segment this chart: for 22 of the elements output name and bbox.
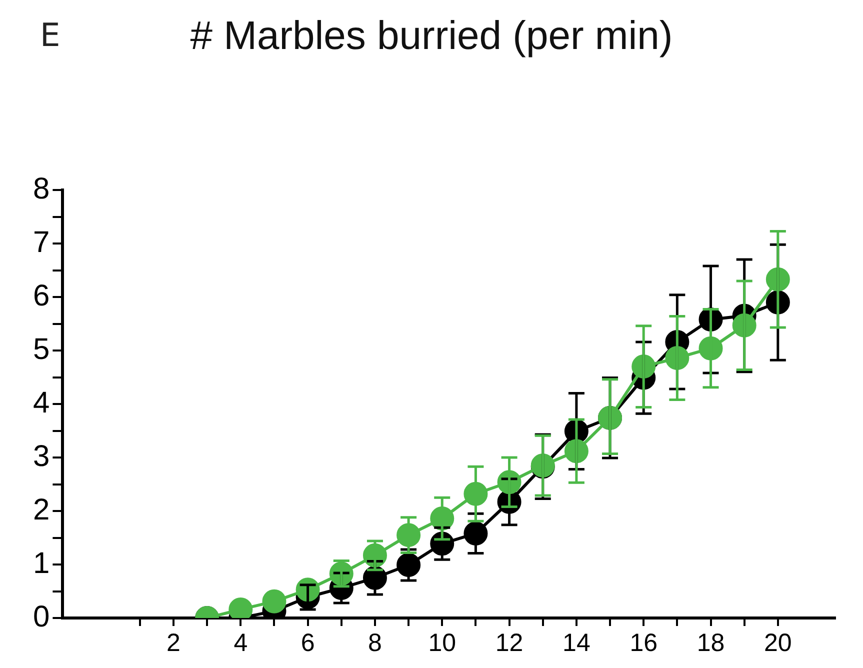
x-tick-label: 18 (696, 628, 725, 657)
x-tick-label: 14 (562, 628, 590, 657)
x-tick-label: 12 (495, 628, 524, 657)
y-tick-label: 1 (32, 546, 50, 580)
text: E (40, 16, 60, 54)
point (262, 589, 286, 614)
y-tick-label: 8 (32, 172, 50, 206)
x-tick-label: 16 (630, 628, 658, 657)
y-tick-label: 4 (32, 386, 50, 420)
x-tick-label: 4 (234, 628, 248, 657)
x-tick-label: 6 (300, 628, 315, 657)
y-tick-label: 5 (32, 332, 50, 366)
y-tick-label: 6 (32, 279, 50, 312)
x-tick-label: 20 (764, 628, 792, 657)
chart-title: # Marbles burried (per min) (190, 14, 673, 58)
y-tick-label: 3 (32, 440, 50, 473)
y-tick-label: 2 (32, 493, 50, 526)
x-tick-label: 2 (166, 628, 180, 657)
y-tick-label: 0 (32, 600, 50, 634)
y-tick-label: 7 (32, 226, 50, 259)
x-tick-label: 10 (428, 628, 456, 657)
x-tick-label: 8 (368, 628, 382, 657)
